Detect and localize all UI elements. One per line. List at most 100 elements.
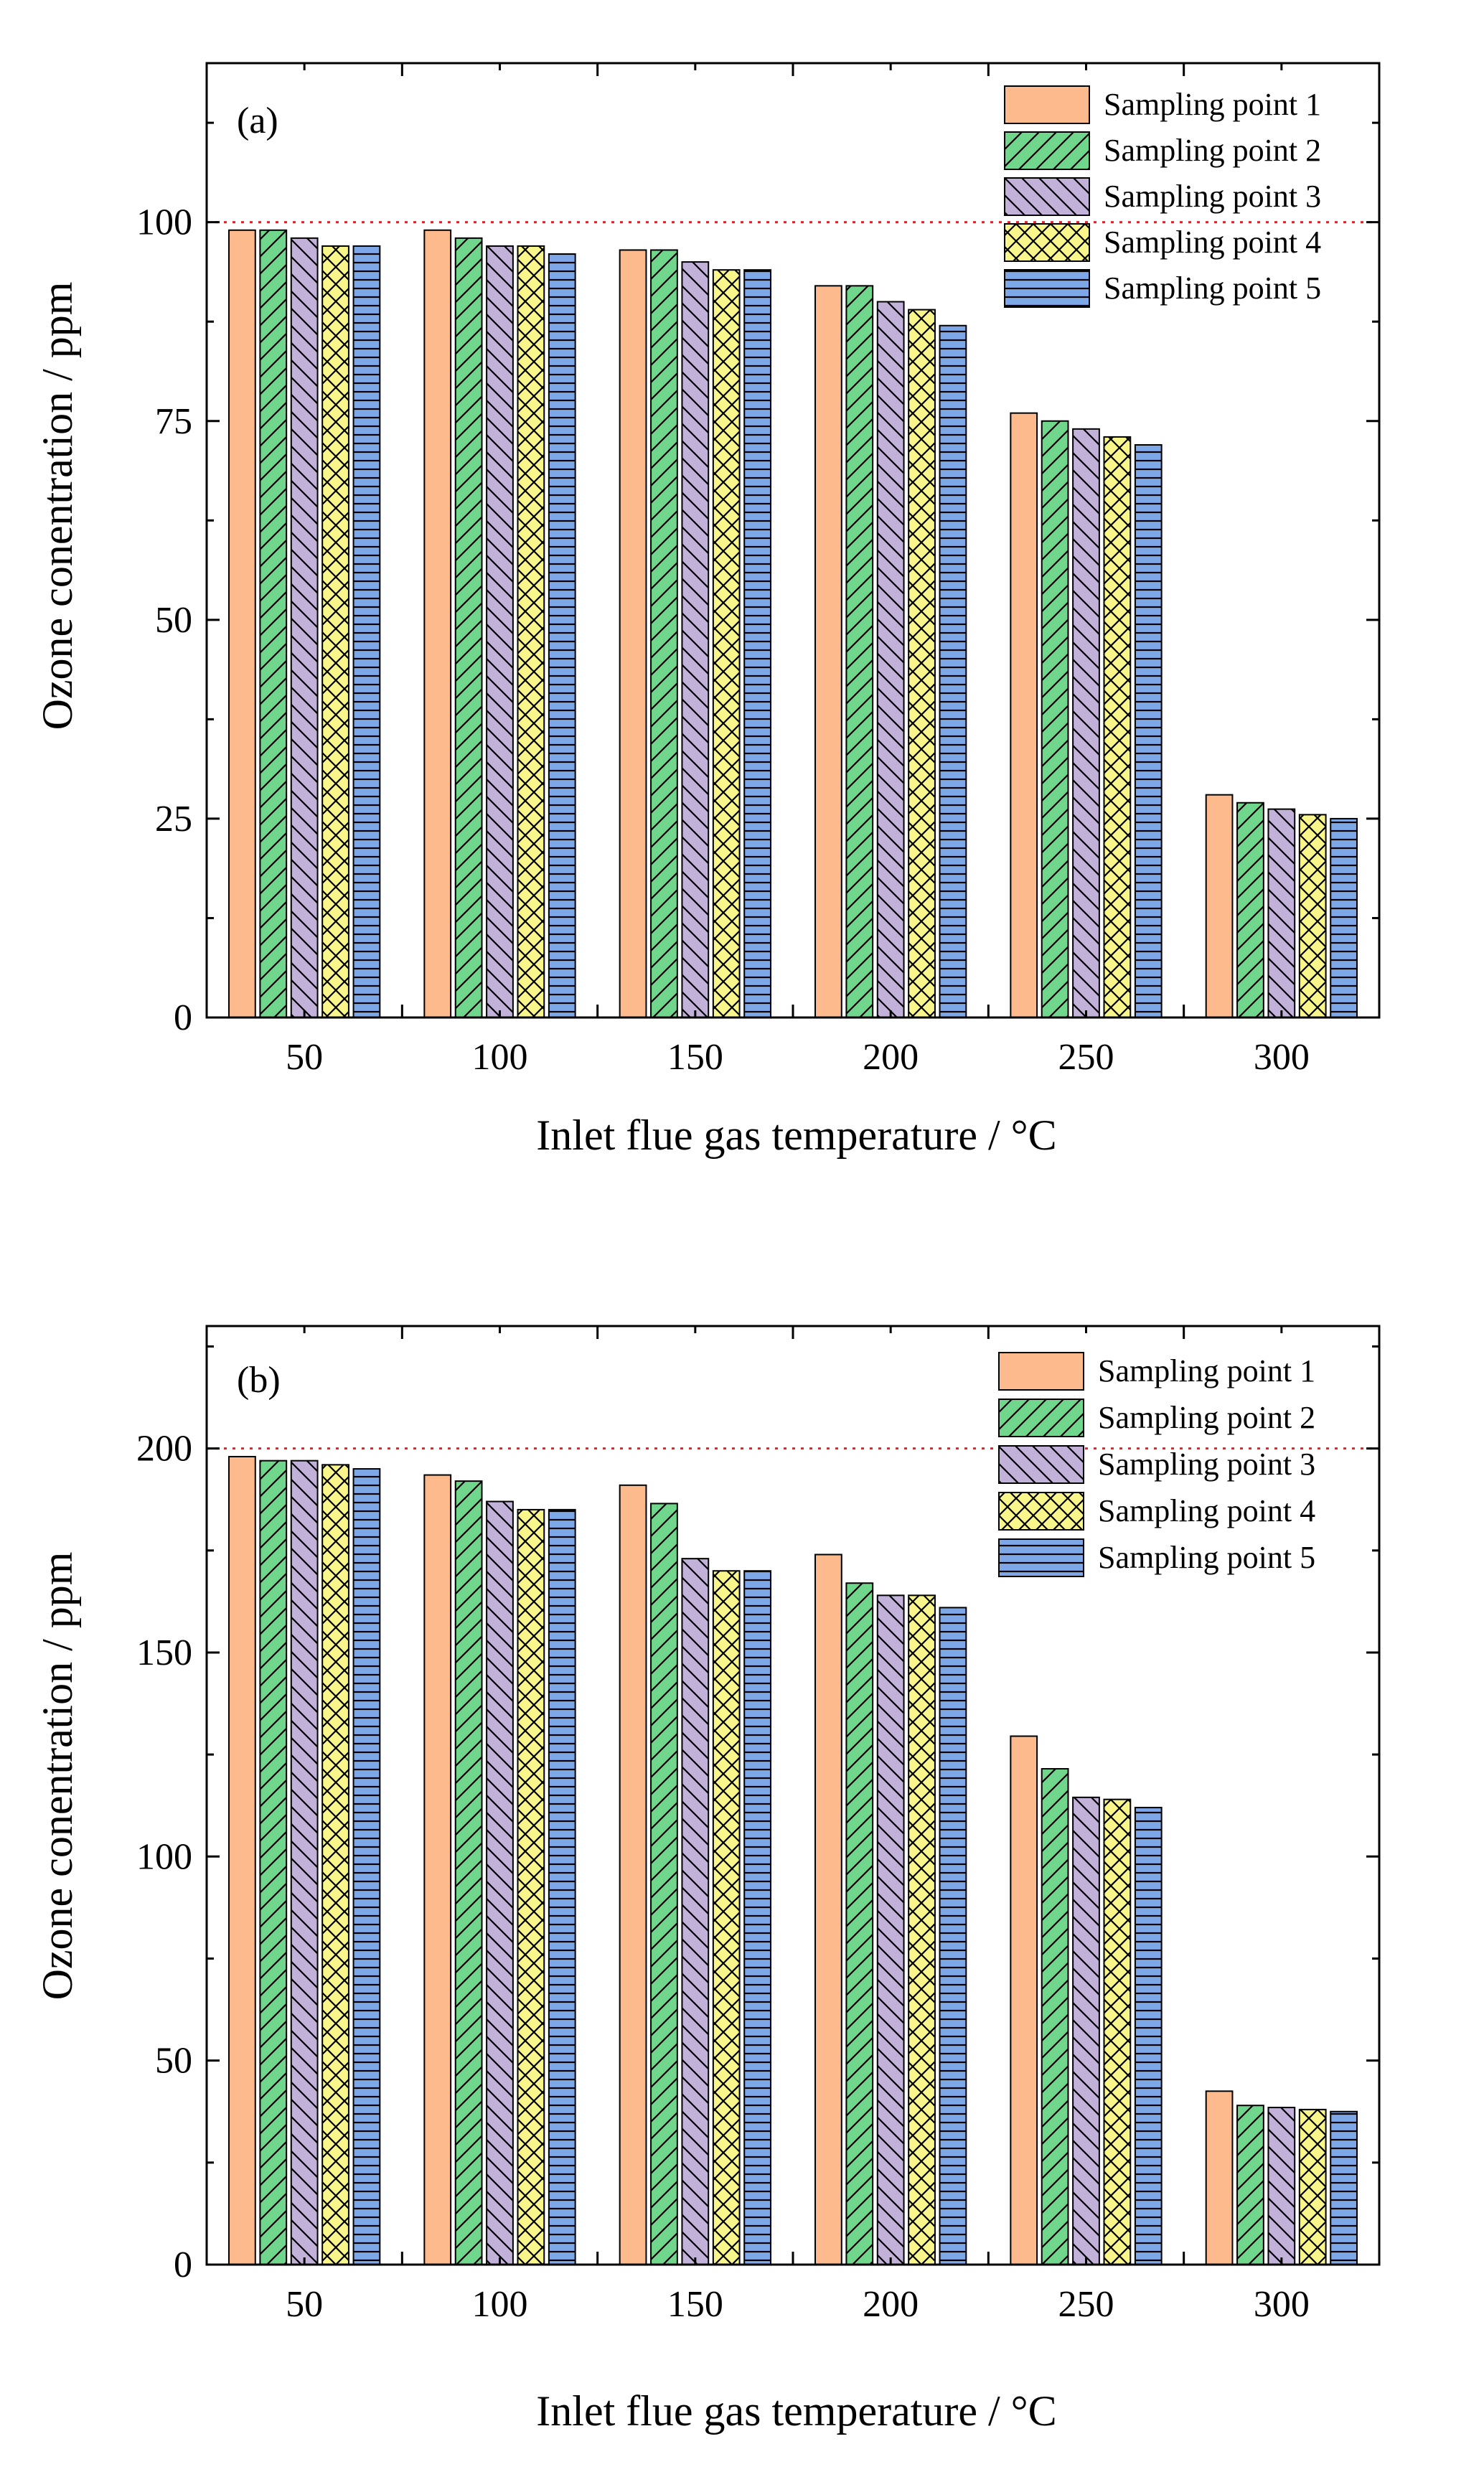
y-axis-label-a: Ozone conentration / ppm [34, 282, 81, 730]
bar-b-s1-150 [619, 1484, 647, 2265]
bar-b-s5-250 [1134, 1807, 1163, 2265]
bar-b-s2-50 [259, 1460, 288, 2265]
bar-b-s1-200 [814, 1554, 842, 2265]
x-tick-label-b: 300 [1254, 2284, 1310, 2325]
bar-b-s2-300 [1236, 2105, 1264, 2266]
legend-b: Sampling point 1 Sampling point 2 Sampling… [998, 1352, 1315, 1577]
bar-a-s4-150 [712, 269, 741, 1019]
bar-b-s3-50 [290, 1460, 319, 2265]
bar-a-s4-50 [321, 245, 349, 1019]
panel-label-b: (b) [237, 1360, 281, 1401]
bar-a-s3-250 [1072, 428, 1100, 1018]
legend-swatch-a-2 [1004, 131, 1090, 170]
bar-a-s5-150 [743, 269, 771, 1019]
bar-b-s4-50 [321, 1464, 349, 2265]
bar-a-s5-250 [1134, 444, 1163, 1018]
x-tick-label-a: 200 [863, 1037, 919, 1078]
legend-label-a-4: Sampling point 4 [1104, 225, 1321, 260]
x-tick-label-b: 100 [472, 2284, 528, 2325]
bar-b-s2-100 [454, 1480, 483, 2265]
y-tick-label-b: 0 [174, 2245, 192, 2285]
bar-b-s3-250 [1072, 1796, 1100, 2265]
legend-swatch-a-4 [1004, 223, 1090, 262]
bar-a-s3-300 [1267, 808, 1296, 1019]
bar-b-s1-50 [228, 1455, 256, 2265]
y-tick-label-a: 25 [155, 799, 192, 840]
x-tick-label-a: 250 [1058, 1037, 1114, 1078]
bar-b-s4-100 [517, 1508, 545, 2265]
bar-a-s1-300 [1205, 794, 1234, 1018]
bar-b-s3-300 [1267, 2107, 1296, 2266]
x-tick-label-b: 250 [1058, 2284, 1114, 2325]
y-tick-label-a: 100 [136, 202, 192, 243]
bar-b-s5-50 [352, 1468, 381, 2265]
y-tick-label-b: 100 [136, 1836, 192, 1877]
x-tick-label-a: 300 [1254, 1037, 1310, 1078]
bar-b-s5-100 [548, 1508, 576, 2265]
chart-panel-a: (a) Ozone conentration / ppm Inlet flue … [34, 62, 1381, 1159]
bar-b-s3-200 [876, 1594, 905, 2265]
bar-a-s4-300 [1298, 814, 1327, 1018]
x-axis-label-a: Inlet flue gas temperature / °C [536, 1111, 1056, 1159]
bar-a-s3-50 [290, 237, 319, 1018]
y-tick-label-b: 50 [155, 2041, 192, 2082]
x-axis-label-b: Inlet flue gas temperature / °C [536, 2387, 1056, 2435]
x-tick-label-b: 150 [667, 2284, 723, 2325]
bar-a-s3-150 [681, 261, 710, 1018]
legend-swatch-a-3 [1004, 177, 1090, 216]
y-tick-label-a: 50 [155, 600, 192, 641]
bar-b-s1-250 [1010, 1735, 1038, 2265]
bar-a-s2-300 [1236, 802, 1264, 1018]
legend-label-b-5: Sampling point 5 [1098, 1540, 1315, 1575]
bar-a-s2-150 [650, 249, 678, 1018]
bar-a-s3-100 [486, 245, 514, 1019]
legend-label-b-4: Sampling point 4 [1098, 1493, 1315, 1528]
legend-label-b-3: Sampling point 3 [1098, 1447, 1315, 1482]
bars-b [228, 1455, 1358, 2266]
bar-b-s5-200 [939, 1607, 967, 2265]
legend-swatch-b-4 [998, 1492, 1084, 1531]
bar-b-s4-200 [908, 1594, 936, 2265]
legend-label-a-5: Sampling point 5 [1104, 271, 1321, 306]
legend-swatch-b-1 [998, 1352, 1084, 1391]
bar-a-s1-50 [228, 229, 256, 1018]
y-tick-label-b: 150 [136, 1632, 192, 1673]
bar-a-s1-100 [423, 229, 452, 1018]
bar-a-s2-100 [454, 237, 483, 1018]
bar-a-s2-250 [1041, 420, 1069, 1018]
legend-swatch-b-2 [998, 1399, 1084, 1437]
bar-a-s5-300 [1330, 817, 1358, 1018]
legend-label-a-1: Sampling point 1 [1104, 87, 1321, 122]
legend-label-b-2: Sampling point 2 [1098, 1400, 1315, 1435]
bar-b-s4-150 [712, 1570, 741, 2265]
bar-a-s1-200 [814, 285, 842, 1019]
x-tick-label-b: 50 [286, 2284, 323, 2325]
bar-a-s4-250 [1103, 436, 1132, 1018]
legend-label-b-1: Sampling point 1 [1098, 1353, 1315, 1388]
bar-b-s4-250 [1103, 1798, 1132, 2266]
bar-a-s5-200 [939, 324, 967, 1018]
bar-a-s4-100 [517, 245, 545, 1019]
y-tick-label-b: 200 [136, 1429, 192, 1470]
legend-a: Sampling point 1 Sampling point 2 Sampling… [1004, 85, 1321, 308]
bar-a-s3-200 [876, 301, 905, 1018]
x-tick-label-a: 100 [472, 1037, 528, 1078]
chart-panel-b: (b) Ozone conentration / ppm Inlet flue … [34, 1325, 1381, 2435]
legend-swatch-a-5 [1004, 269, 1090, 308]
x-tick-label-b: 200 [863, 2284, 919, 2325]
bar-b-s3-150 [681, 1558, 710, 2265]
bar-a-s5-50 [352, 245, 381, 1019]
bar-b-s2-150 [650, 1503, 678, 2265]
bar-b-s1-100 [423, 1474, 452, 2266]
bar-b-s2-250 [1041, 1768, 1069, 2265]
bar-a-s5-100 [548, 253, 576, 1018]
bar-b-s1-300 [1205, 2090, 1234, 2266]
bar-a-s1-150 [619, 249, 647, 1018]
bar-b-s5-300 [1330, 2110, 1358, 2265]
y-axis-label-b: Ozone conentration / ppm [34, 1552, 81, 2001]
y-tick-label-a: 0 [174, 997, 192, 1038]
bar-a-s2-200 [845, 285, 874, 1019]
bar-a-s1-250 [1010, 412, 1038, 1018]
bar-a-s4-200 [908, 309, 936, 1019]
